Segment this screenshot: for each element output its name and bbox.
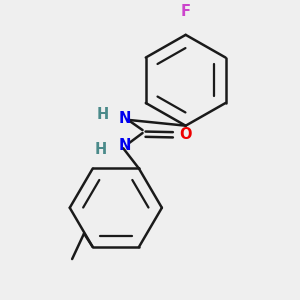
Text: N: N (118, 111, 131, 126)
Text: H: H (96, 107, 109, 122)
Text: N: N (118, 138, 131, 153)
Text: F: F (181, 4, 191, 19)
Text: H: H (95, 142, 107, 157)
Text: O: O (180, 127, 192, 142)
